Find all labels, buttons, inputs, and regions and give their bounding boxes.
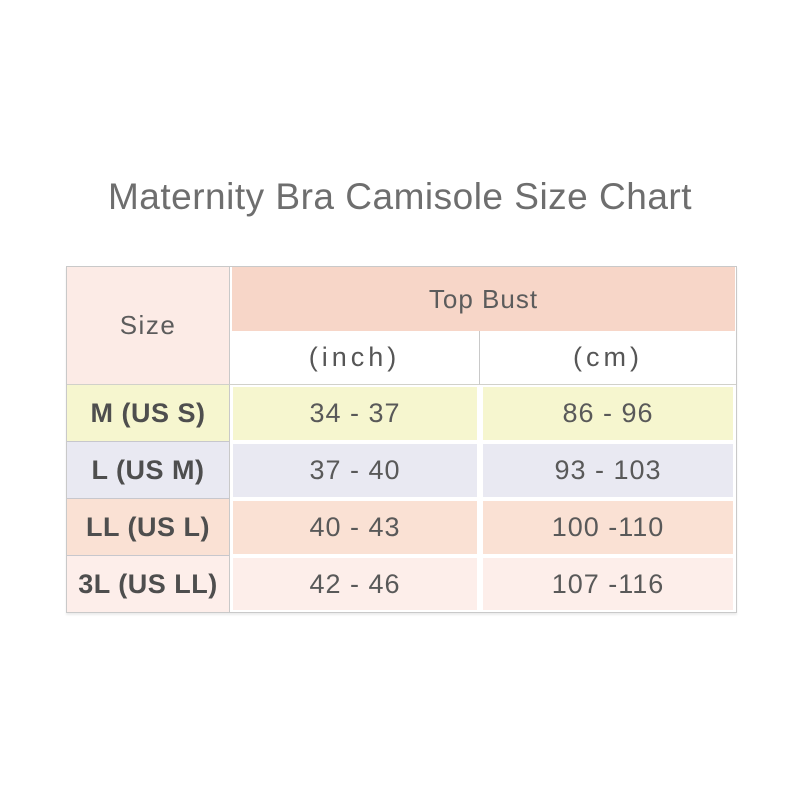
unit-header-cm: (cm) [480,331,736,385]
inch-value-cell: 37 - 40 [230,442,480,499]
inch-value-cell: 34 - 37 [230,385,480,442]
value-chip: 86 - 96 [483,387,733,440]
inch-value-cell: 40 - 43 [230,499,480,556]
value-chip: 107 -116 [483,558,733,610]
value-chip: 37 - 40 [233,444,477,497]
cm-value-cell: 100 -110 [480,499,736,556]
cm-value-cell: 93 - 103 [480,442,736,499]
top-bust-header-cell: Top Bust [232,267,735,331]
value-chip: 42 - 46 [233,558,477,610]
value-chip: 34 - 37 [233,387,477,440]
size-chart-table: Size Top Bust (inch) (cm) M (US S) 34 - … [66,266,737,613]
size-label-cell: L (US M) [67,442,230,499]
size-label-cell: M (US S) [67,385,230,442]
cm-value-cell: 86 - 96 [480,385,736,442]
size-label-cell: LL (US L) [67,499,230,556]
unit-header-inch: (inch) [230,331,480,385]
value-chip: 93 - 103 [483,444,733,497]
size-label-cell: 3L (US LL) [67,556,230,612]
value-chip: 100 -110 [483,501,733,554]
size-header-cell: Size [67,267,230,385]
inch-value-cell: 42 - 46 [230,556,480,612]
value-chip: 40 - 43 [233,501,477,554]
page-title: Maternity Bra Camisole Size Chart [107,176,693,217]
cm-value-cell: 107 -116 [480,556,736,612]
